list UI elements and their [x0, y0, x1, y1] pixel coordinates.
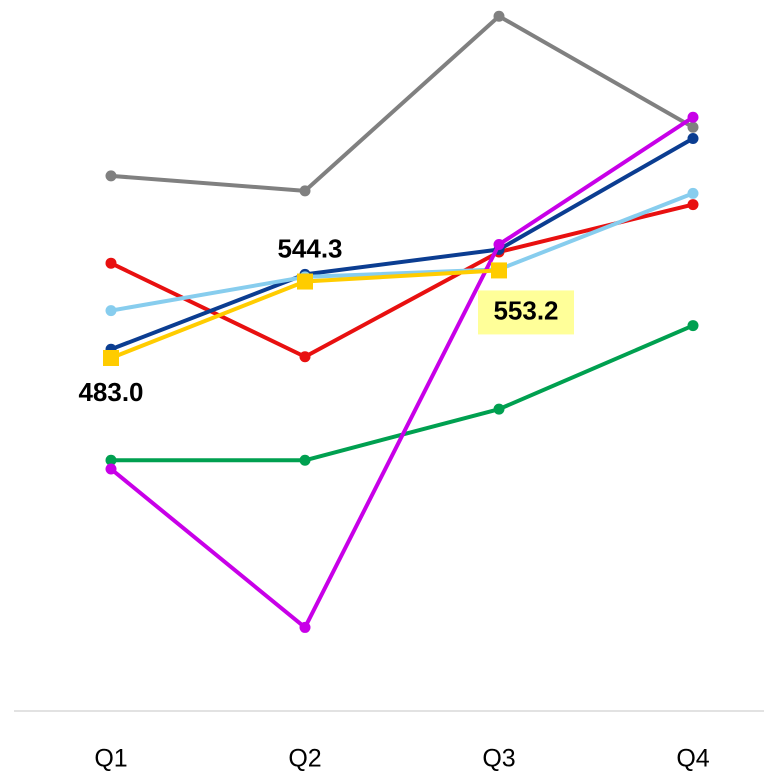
value-label: 544.3 — [277, 233, 342, 263]
marker — [493, 403, 505, 415]
marker — [687, 320, 699, 332]
marker — [491, 262, 507, 279]
marker — [105, 463, 117, 475]
marker — [299, 351, 311, 363]
marker — [687, 111, 699, 123]
marker — [105, 170, 117, 182]
label-background — [478, 290, 574, 335]
marker — [299, 185, 311, 197]
value-label: 483.0 — [78, 377, 143, 407]
marker — [299, 454, 311, 466]
series-line — [110, 136, 694, 352]
x-tick-label: Q2 — [288, 745, 321, 773]
marker — [493, 238, 505, 250]
marker — [105, 454, 117, 466]
marker — [687, 132, 699, 144]
marker — [493, 10, 505, 22]
marker — [687, 121, 699, 133]
series-line — [109, 115, 695, 630]
marker — [299, 621, 311, 633]
marker — [105, 305, 117, 317]
marker — [687, 199, 699, 211]
marker — [103, 349, 119, 366]
x-tick-label: Q3 — [482, 745, 515, 773]
value-label: 553.2 — [493, 295, 558, 325]
x-tick-label: Q4 — [676, 745, 709, 773]
series-line — [110, 14, 694, 193]
x-tick-label: Q1 — [94, 745, 127, 773]
marker — [297, 273, 313, 290]
marker — [687, 187, 699, 199]
marker — [105, 257, 117, 269]
series-line — [110, 191, 694, 313]
